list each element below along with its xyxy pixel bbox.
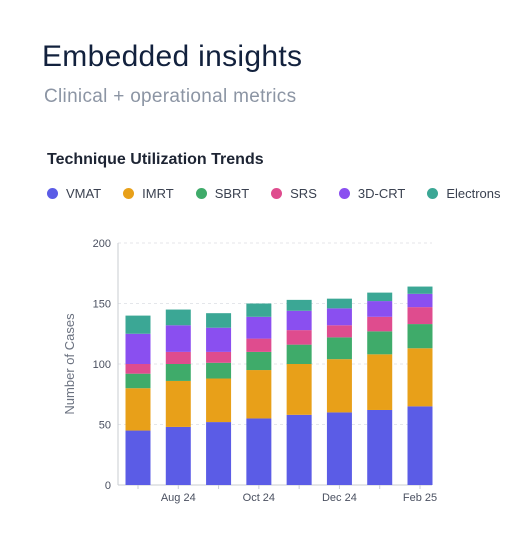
legend-item-srs[interactable]: SRS: [271, 186, 317, 201]
bar-segment-srs: [206, 351, 232, 363]
bar-segment-srs: [246, 338, 272, 352]
chart-title: Technique Utilization Trends: [47, 151, 264, 168]
bar-segment-3d-crt: [326, 308, 352, 326]
bar-segment-vmat: [407, 406, 433, 485]
bar-segment-sbrt: [407, 324, 433, 349]
bar-segment-vmat: [326, 412, 352, 485]
legend-swatch: [338, 188, 350, 199]
legend-swatch: [47, 188, 58, 199]
bar-segment-electrons: [326, 298, 352, 309]
bar-segment-3d-crt: [165, 325, 191, 352]
y-tick-label: 200: [93, 238, 111, 250]
legend-label: VMAT: [66, 186, 102, 201]
bar-segment-srs: [125, 364, 151, 374]
bar-segment-vmat: [125, 430, 151, 485]
bar-segment-sbrt: [246, 351, 272, 371]
bar-segment-imrt: [206, 378, 232, 423]
bar-segment-electrons: [206, 313, 232, 328]
bar-segment-imrt: [407, 348, 433, 407]
x-tick-label: Oct 24: [243, 492, 275, 504]
bar-segment-3d-crt: [286, 310, 312, 331]
legend-swatch: [195, 188, 207, 199]
bar-segment-sbrt: [286, 344, 312, 364]
bar-segment-imrt: [286, 364, 312, 415]
bar-segment-3d-crt: [407, 293, 433, 308]
bar-segment-3d-crt: [206, 327, 232, 352]
bar-segment-srs: [326, 325, 352, 338]
bar-segment-electrons: [165, 309, 191, 326]
bar-segment-sbrt: [367, 331, 393, 355]
bar-segment-srs: [286, 330, 312, 345]
legend-label: IMRT: [142, 186, 174, 201]
legend-swatch: [271, 188, 283, 199]
legend-item-imrt[interactable]: IMRT: [123, 186, 174, 201]
bar-segment-sbrt: [206, 362, 232, 379]
page-title: Embedded insights: [42, 40, 303, 73]
bar-segment-imrt: [165, 380, 191, 427]
legend-label: SBRT: [214, 186, 250, 201]
legend-item-3d-crt[interactable]: 3D-CRT: [338, 186, 406, 201]
bar-segment-sbrt: [125, 373, 151, 389]
bar-segment-3d-crt: [246, 316, 272, 339]
legend-item-electrons[interactable]: Electrons: [427, 186, 501, 201]
bar-segment-srs: [367, 316, 393, 332]
bar-segment-vmat: [286, 414, 312, 485]
bar-segment-electrons: [367, 292, 393, 302]
bar-segment-3d-crt: [125, 333, 151, 364]
bar-segment-electrons: [407, 286, 433, 294]
legend-label: Electrons: [446, 186, 501, 201]
legend-swatch: [123, 188, 135, 199]
bar-segment-vmat: [367, 409, 393, 485]
bar-segment-imrt: [326, 359, 352, 413]
chart-legend: VMAT IMRT SBRT SRS 3D-CRT Electrons: [47, 186, 501, 201]
x-tick-label: Feb 25: [403, 492, 437, 504]
y-tick-label: 50: [99, 420, 111, 432]
y-tick-label: 100: [93, 359, 111, 371]
bar-segment-sbrt: [165, 364, 191, 381]
y-tick-label: 0: [105, 480, 111, 492]
bar-segment-vmat: [246, 418, 272, 485]
legend-item-sbrt[interactable]: SBRT: [195, 186, 250, 201]
bar-segment-sbrt: [326, 337, 352, 360]
legend-label: SRS: [290, 186, 317, 201]
bar-segment-imrt: [367, 354, 393, 410]
bar-segment-imrt: [125, 388, 151, 431]
bar-segment-srs: [407, 307, 433, 325]
legend-label: 3D-CRT: [357, 186, 406, 201]
bar-segment-vmat: [206, 422, 232, 485]
y-axis-label: Number of Cases: [62, 313, 77, 415]
bar-segment-imrt: [246, 370, 272, 419]
bar-segment-vmat: [165, 426, 191, 485]
x-tick-label: Dec 24: [322, 492, 357, 504]
bar-segment-3d-crt: [367, 301, 393, 317]
legend-item-vmat[interactable]: VMAT: [47, 186, 101, 201]
x-tick-label: Aug 24: [161, 492, 196, 504]
y-tick-label: 150: [93, 299, 111, 311]
bar-segment-srs: [165, 351, 191, 364]
page-subtitle: Clinical + operational metrics: [44, 86, 297, 107]
bar-segment-electrons: [286, 299, 312, 311]
bar-segment-electrons: [246, 303, 272, 317]
bar-segment-electrons: [125, 315, 151, 334]
legend-swatch: [427, 188, 439, 199]
